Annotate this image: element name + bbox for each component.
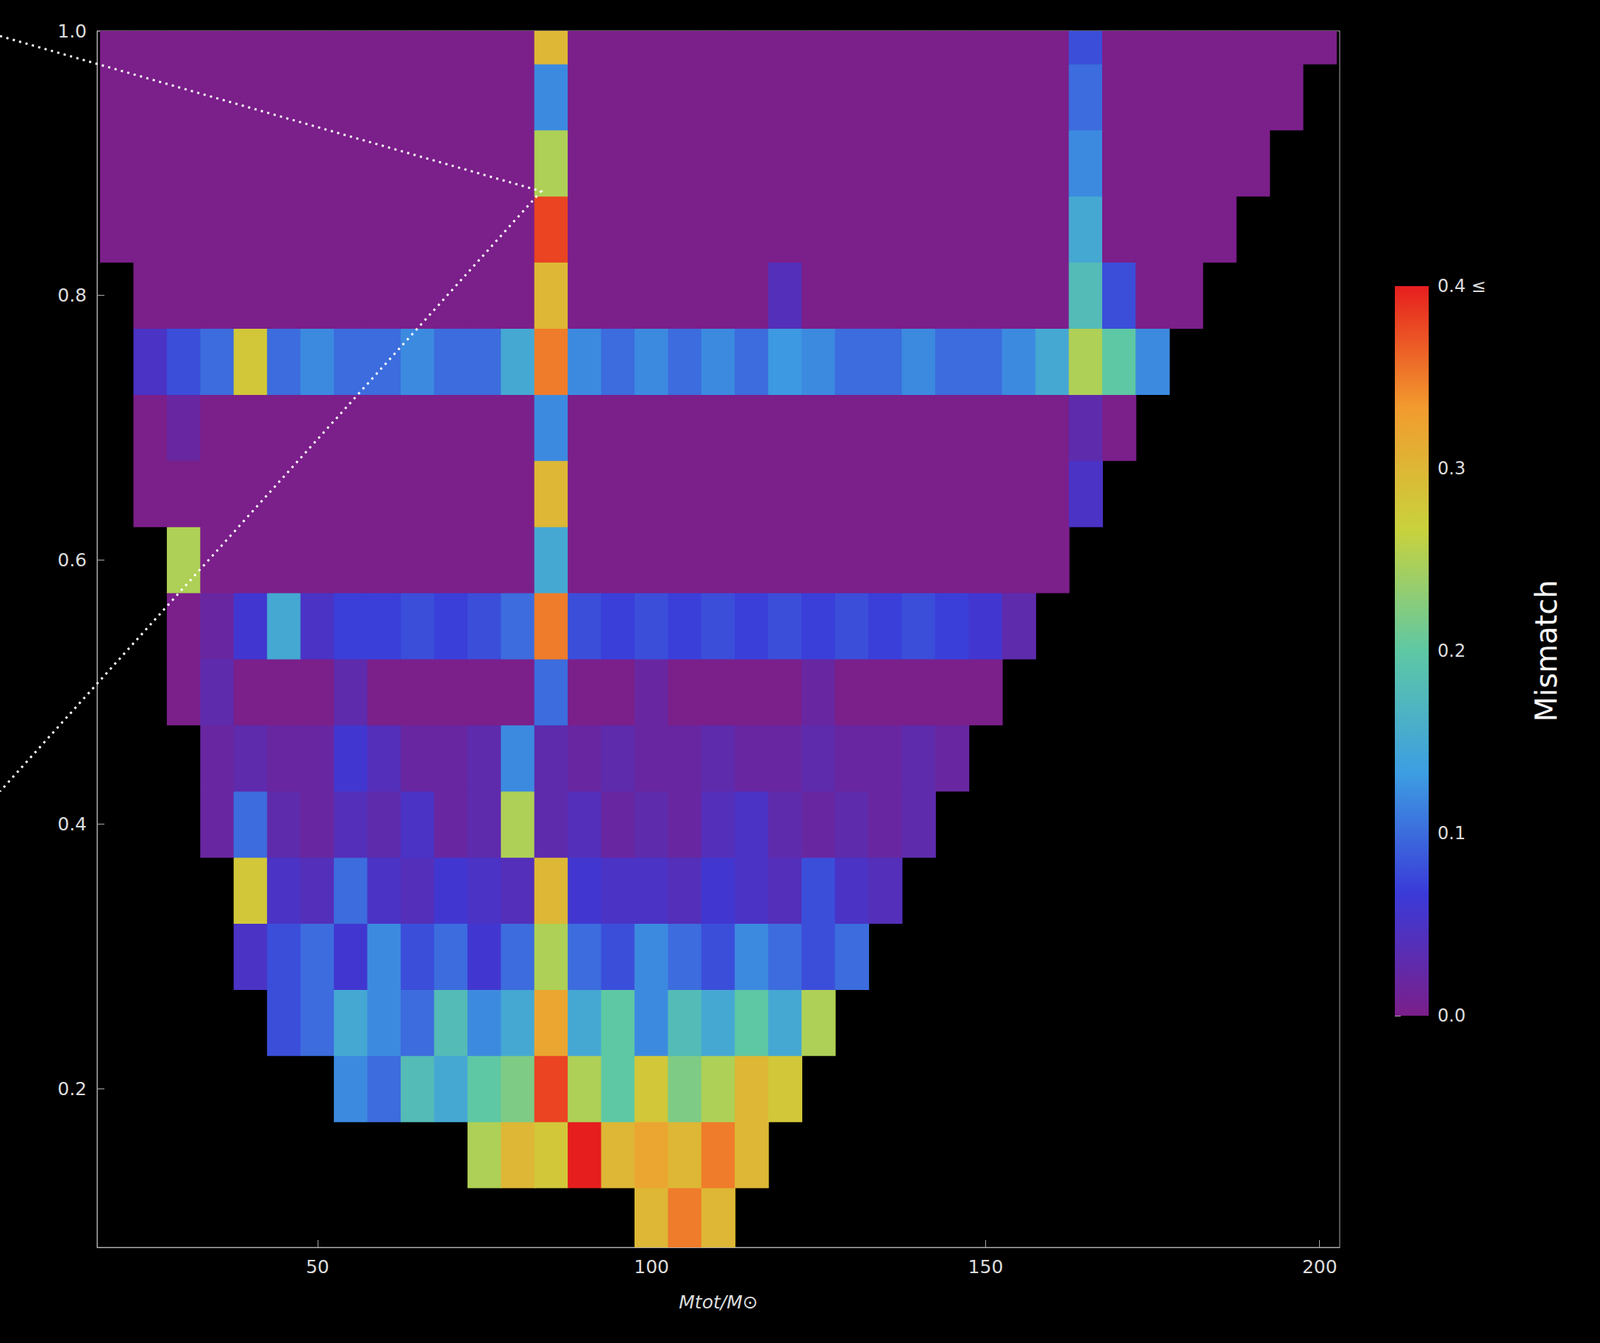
svg-text:100: 100: [633, 1255, 670, 1278]
svg-text:0.0: 0.0: [1437, 1005, 1466, 1026]
svg-text:50: 50: [305, 1255, 330, 1278]
svg-text:0.4 ≤: 0.4 ≤: [1437, 275, 1487, 297]
svg-text:0.6: 0.6: [57, 549, 87, 571]
svg-text:0.3: 0.3: [1437, 458, 1466, 479]
svg-text:0.1: 0.1: [1437, 822, 1466, 844]
svg-text:0.2: 0.2: [57, 1077, 87, 1100]
svg-text:0.2: 0.2: [1437, 640, 1466, 662]
svg-text:Mtot/M⊙: Mtot/M⊙: [678, 1291, 758, 1313]
svg-text:200: 200: [1302, 1255, 1338, 1278]
svg-text:0.4: 0.4: [57, 813, 87, 835]
svg-text:150: 150: [968, 1255, 1004, 1278]
svg-text:Mismatch: Mismatch: [1529, 580, 1564, 723]
svg-text:0.8: 0.8: [57, 284, 87, 306]
svg-text:1.0: 1.0: [57, 20, 87, 42]
